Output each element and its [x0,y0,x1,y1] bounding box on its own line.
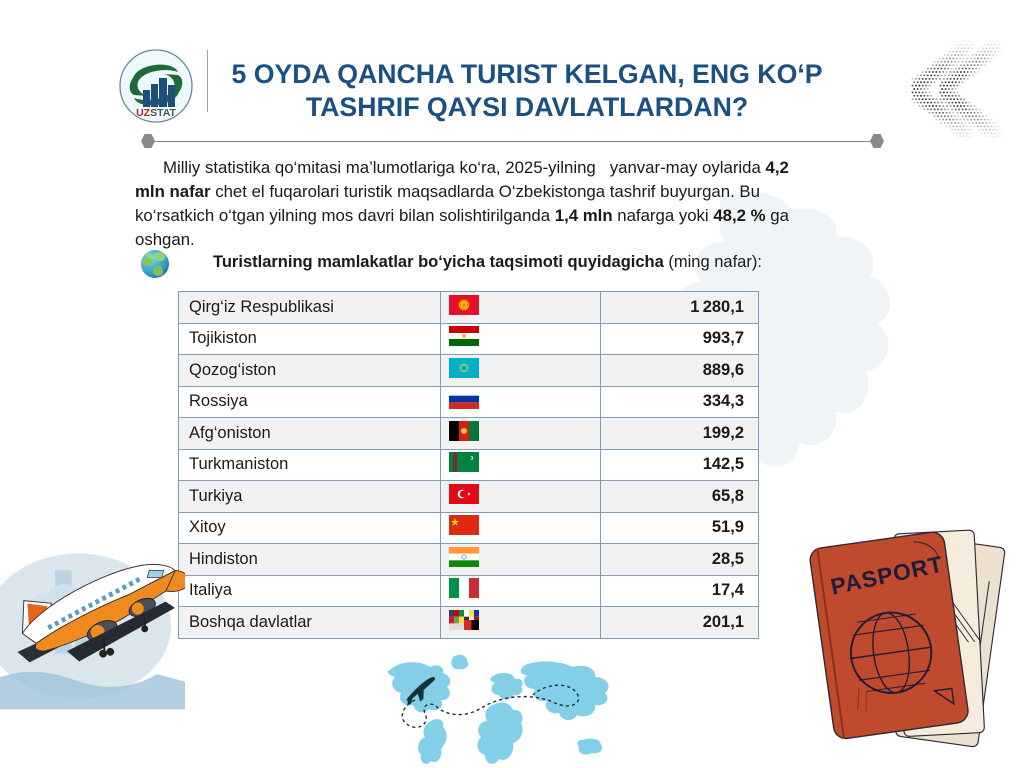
svg-text:UZSTAT: UZSTAT [136,107,176,119]
